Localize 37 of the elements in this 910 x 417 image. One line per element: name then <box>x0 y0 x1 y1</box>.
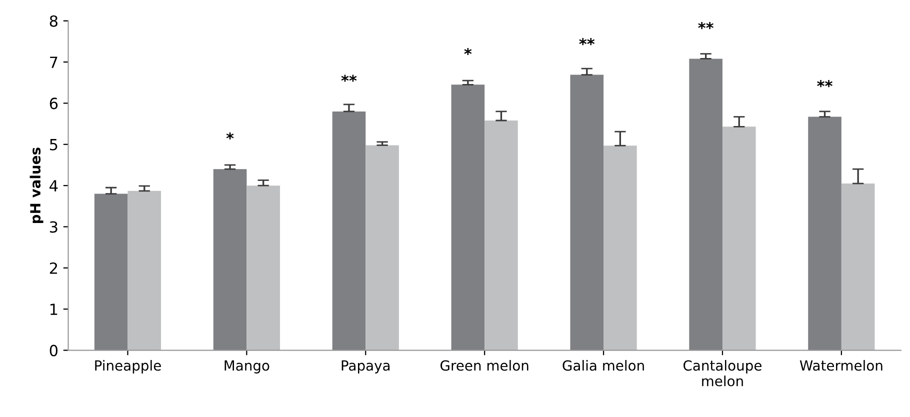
bar <box>366 145 399 350</box>
annotation: ** <box>579 38 595 46</box>
x-tick-label: Galia melon <box>562 360 644 371</box>
bar <box>484 120 518 350</box>
bar <box>213 169 247 350</box>
y-tick-label: 6 <box>50 98 58 110</box>
y-axis-title: pH values <box>30 148 44 223</box>
x-tick-label: Pineapple <box>95 360 161 374</box>
y-tick-label: 7 <box>50 56 58 68</box>
bar <box>689 58 722 350</box>
x-tick-label: Cantaloupe melon <box>684 360 762 386</box>
annotation: * <box>226 132 234 140</box>
y-tick-label: 3 <box>50 221 58 233</box>
bar <box>451 84 485 350</box>
x-tick-label: Mango <box>224 360 270 374</box>
x-tick-label: Watermelon <box>800 360 882 371</box>
annotation: * <box>464 48 472 56</box>
bar <box>94 194 128 350</box>
x-tick-label: Green melon <box>440 360 528 371</box>
bar <box>722 126 756 350</box>
bar <box>570 74 604 350</box>
y-tick-label: 5 <box>50 139 58 150</box>
y-tick-label: 4 <box>50 180 58 192</box>
x-tick-label: Papaya <box>342 360 390 374</box>
bar <box>128 190 162 350</box>
annotation: ** <box>698 22 714 30</box>
bar <box>332 111 366 350</box>
bar <box>246 186 280 350</box>
y-tick-label: 1 <box>50 304 58 315</box>
bar <box>808 116 842 350</box>
y-tick-label: 8 <box>50 15 58 27</box>
bar <box>604 146 637 350</box>
y-tick-label: 2 <box>50 262 57 274</box>
annotation: ** <box>341 74 357 82</box>
y-tick-label: 0 <box>50 344 58 356</box>
bar <box>841 184 875 350</box>
annotation: ** <box>817 80 832 88</box>
